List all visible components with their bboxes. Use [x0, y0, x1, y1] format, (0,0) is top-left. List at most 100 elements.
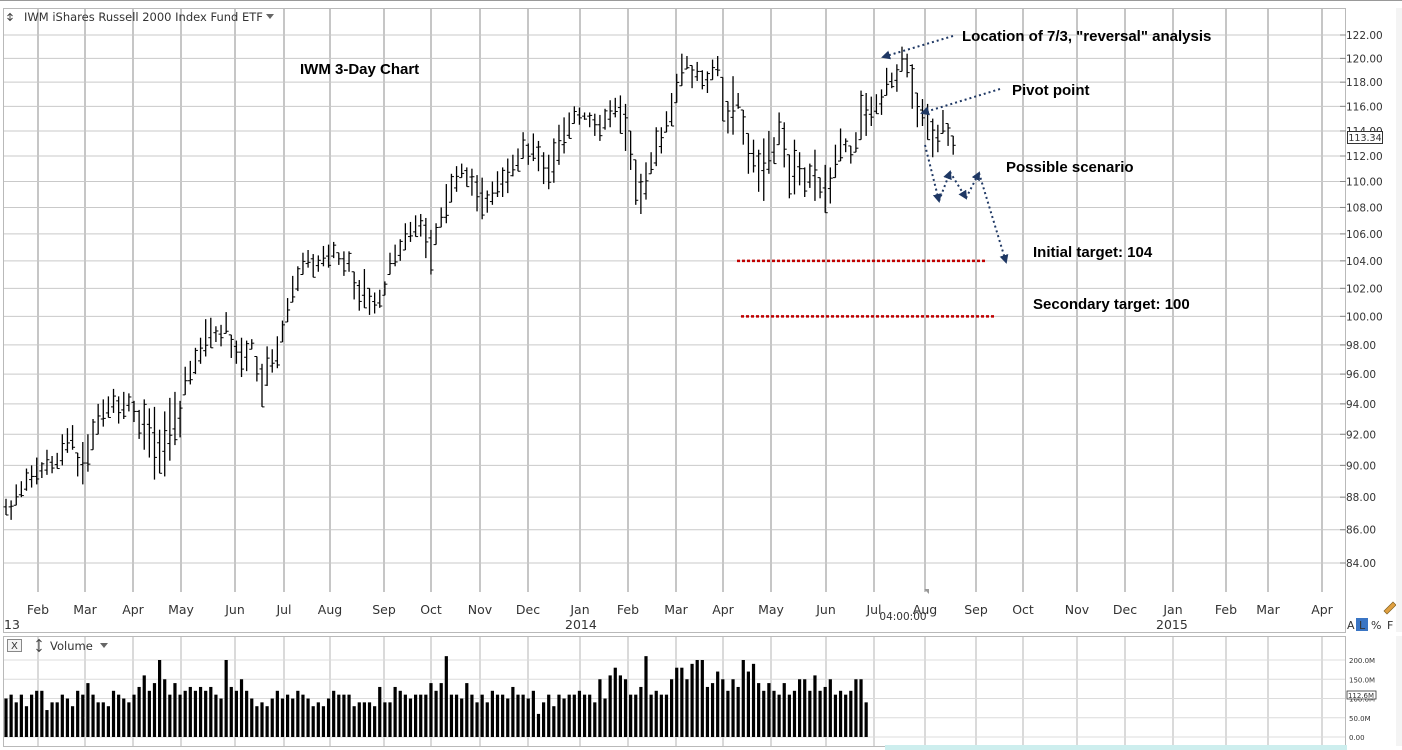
volume-bar — [65, 698, 70, 737]
volume-bar — [531, 690, 535, 737]
volume-bar — [767, 683, 771, 737]
volume-bar — [111, 690, 116, 737]
price-axis: 84.00 86.00 88.00 90.00 92.00 94.00 96.00 98.00… — [1340, 30, 1383, 570]
volume-bar — [219, 698, 223, 737]
volume-header: X Volume — [7, 638, 108, 653]
volume-bar — [593, 702, 597, 737]
volume-bar — [316, 702, 320, 737]
volume-bar — [577, 690, 582, 737]
volume-bar — [357, 702, 361, 737]
volume-bar — [552, 706, 556, 737]
scale-f-button[interactable]: F — [1387, 619, 1393, 632]
close-button[interactable] — [7, 639, 22, 652]
volume-bar — [460, 698, 464, 737]
month-label: Sep — [372, 602, 396, 617]
volume-bar — [198, 686, 203, 737]
volume-bar — [644, 656, 648, 737]
volume-bar — [439, 683, 443, 737]
pencil-icon[interactable] — [1383, 601, 1397, 615]
volume-bar — [588, 694, 592, 737]
scale-a-button[interactable]: A — [1347, 619, 1355, 632]
volume-bar — [849, 690, 853, 737]
volume-bar — [55, 702, 59, 737]
volume-bar — [823, 686, 827, 737]
month-label: Mar — [73, 602, 97, 617]
volume-bar — [470, 694, 474, 737]
volume-bar — [326, 698, 331, 737]
month-label: Feb — [27, 602, 49, 617]
volume-bar — [654, 690, 658, 737]
volume-bar — [224, 660, 228, 737]
initial-target-label: Initial target: 104 — [1033, 244, 1153, 261]
volume-bar — [76, 690, 80, 737]
month-label: Dec — [516, 602, 540, 617]
month-label: Jun — [224, 602, 245, 617]
scale-l-button[interactable]: L — [1359, 619, 1366, 632]
volume-bar — [250, 698, 254, 737]
month-label: Jun — [815, 602, 836, 617]
volume-bar — [132, 694, 136, 737]
volume-bar — [465, 683, 469, 737]
price-tick-label: 104.00 — [1346, 256, 1383, 268]
close-icon[interactable]: X — [11, 641, 18, 652]
volume-bar — [429, 683, 433, 737]
month-label: Oct — [1012, 602, 1034, 617]
navigator-strip[interactable] — [885, 745, 1347, 750]
volume-bar — [526, 698, 530, 737]
volume-bar — [35, 690, 39, 737]
chevron-down-icon[interactable] — [266, 14, 274, 19]
volume-bar — [608, 675, 612, 737]
volume-bar — [270, 698, 274, 737]
last-price-label: 113.34 — [1347, 131, 1383, 144]
volume-bar — [204, 690, 208, 737]
volume-bar — [680, 667, 684, 737]
scenario-annotation: Possible scenario — [1006, 159, 1134, 176]
volume-bar — [454, 694, 459, 737]
scale-percent-button[interactable]: % — [1371, 619, 1381, 632]
volume-bar — [772, 690, 776, 737]
volume-bar — [347, 694, 351, 737]
last-price-box — [1347, 131, 1383, 144]
month-label: Aug — [913, 602, 937, 617]
volume-title: Volume — [50, 639, 93, 653]
volume-scrollbar[interactable] — [1396, 636, 1402, 746]
volume-bar — [19, 694, 23, 737]
price-tick-label: 88.00 — [1346, 492, 1376, 504]
volume-bar — [495, 694, 500, 737]
volume-bar — [352, 706, 356, 737]
price-tick-label: 86.00 — [1346, 525, 1376, 537]
draw-tool[interactable] — [1383, 601, 1397, 615]
month-label: Mar — [1256, 602, 1280, 617]
month-label: Apr — [122, 602, 144, 617]
symbol-header[interactable]: IWM iShares Russell 2000 Index Fund ETF — [7, 10, 275, 24]
scenario-leg-2 — [938, 170, 952, 202]
volume-bar — [14, 702, 18, 737]
volume-bar — [393, 686, 397, 737]
volume-bar — [70, 706, 75, 737]
move-handle-icon[interactable] — [7, 12, 13, 22]
volume-bar — [736, 686, 740, 737]
volume-bar — [731, 679, 735, 737]
volume-bar — [234, 690, 238, 737]
move-handle-icon[interactable] — [36, 638, 42, 653]
volume-bar — [321, 706, 326, 737]
scrollbar[interactable] — [1396, 8, 1402, 632]
chevron-down-icon[interactable] — [100, 643, 108, 648]
volume-bar — [567, 694, 571, 737]
volume-bar — [787, 694, 791, 737]
volume-bar — [639, 686, 643, 737]
volume-bar — [803, 679, 807, 737]
scale-toggle: A L % F — [1347, 618, 1393, 632]
volume-tick-label: 150.0M — [1349, 676, 1375, 684]
volume-bar — [188, 686, 192, 737]
price-tick-label: 94.00 — [1346, 399, 1376, 411]
volume-bar — [163, 679, 167, 737]
reversal-arrow — [881, 35, 954, 60]
volume-tick-label: 100.0M — [1349, 696, 1375, 704]
volume-bar — [813, 675, 817, 737]
volume-bar — [618, 675, 622, 737]
volume-bar — [685, 679, 689, 737]
price-gridlines — [4, 34, 1345, 564]
volume-bar — [705, 686, 710, 737]
secondary-target-label: Secondary target: 100 — [1033, 296, 1190, 313]
